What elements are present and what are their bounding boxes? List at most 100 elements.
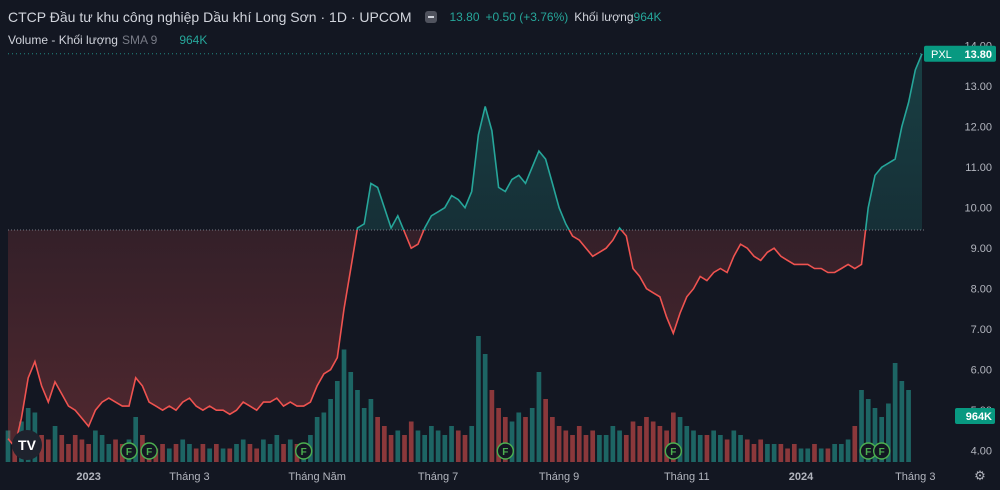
indicator-value: 964K: [179, 33, 208, 47]
volume-bar: [859, 390, 864, 462]
volume-bar: [361, 408, 367, 462]
volume-bar: [187, 444, 192, 462]
x-tick-label: Tháng Năm: [288, 471, 345, 483]
volume-bar: [375, 417, 380, 462]
volume-bar: [751, 444, 757, 462]
volume-bar: [845, 439, 851, 462]
event-marker: [872, 442, 891, 460]
volume-bar: [704, 435, 710, 462]
volume-bar: [52, 426, 58, 462]
volume-bar: [455, 430, 461, 462]
volume-bar: [39, 435, 44, 462]
volume-bar: [59, 435, 65, 462]
volume-bar: [818, 448, 824, 462]
volume-bar: [328, 399, 333, 462]
volume-bar: [415, 430, 421, 462]
volume-bar: [630, 421, 636, 462]
event-marker: [140, 442, 158, 460]
indicator-param: SMA 9: [121, 33, 158, 47]
volume-bar: [691, 430, 696, 462]
x-tick-label: Tháng 7: [418, 471, 458, 483]
y-tick-label: 8.00: [971, 284, 992, 296]
volume-bar: [368, 399, 374, 462]
indicator-legend[interactable]: Volume - Khối lượng SMA 9 964K: [8, 33, 207, 47]
volume-bar: [523, 417, 528, 462]
volume-bar: [408, 421, 414, 462]
volume-bar: [886, 403, 891, 462]
volume-bar: [93, 430, 98, 462]
event-marker: [664, 442, 683, 460]
volume-bar: [610, 426, 616, 462]
event-marker-label: F: [146, 447, 152, 458]
volume-bar: [214, 444, 219, 462]
collapse-legend-button[interactable]: [425, 11, 438, 23]
chart-legend: CTCP Đầu tư khu công nghiệp Dầu khí Long…: [8, 9, 662, 25]
volume-bar: [758, 439, 764, 462]
volume-bar: [281, 444, 286, 462]
volume-bar: [718, 435, 723, 462]
volume-bar: [180, 439, 186, 462]
event-marker: [496, 442, 515, 460]
volume-bar: [563, 430, 569, 462]
volume-bar: [72, 435, 78, 462]
volume-bar: [395, 430, 401, 462]
volume-bar: [321, 412, 327, 462]
volume-bar: [570, 435, 575, 462]
volume-bar: [650, 421, 656, 462]
volume-bar: [462, 435, 468, 462]
volume-bar: [617, 430, 622, 462]
volume-bar: [657, 426, 663, 462]
volume-bar: [516, 412, 522, 462]
volume-bar: [166, 448, 172, 462]
x-tick-label: 2024: [789, 471, 814, 483]
volume-bar: [509, 421, 515, 462]
ticker-label: PXL: [931, 49, 952, 61]
volume-bar: [865, 399, 871, 462]
volume-bar: [812, 444, 817, 462]
volume-bar: [583, 435, 589, 462]
tradingview-logo-icon[interactable]: TV: [12, 430, 42, 460]
volume-bar: [879, 417, 885, 462]
x-tick-label: Tháng 9: [539, 471, 579, 483]
volume-bar: [543, 399, 548, 462]
volume-bar: [771, 444, 777, 462]
volume-bar: [207, 448, 212, 462]
volume-bar: [496, 408, 501, 462]
volume-bar: [576, 426, 582, 462]
volume-bar: [502, 417, 508, 462]
volume-bar: [314, 417, 320, 462]
volume-bar: [872, 408, 878, 462]
price-line-below: [7, 229, 867, 449]
volume-bar: [677, 417, 683, 462]
legend-volume-value: 964K: [633, 10, 662, 24]
volume-bar: [422, 435, 428, 462]
volume-bar: [341, 349, 347, 462]
symbol-title[interactable]: CTCP Đầu tư khu công nghiệp Dầu khí Long…: [8, 9, 412, 25]
event-marker-label: F: [126, 447, 132, 458]
event-marker-label: F: [879, 447, 885, 458]
y-tick-label: 13.00: [964, 81, 992, 93]
volume-bar: [287, 439, 293, 462]
volume-bar: [825, 448, 831, 462]
volume-bar: [402, 435, 407, 462]
x-tick-label: 2023: [76, 471, 100, 483]
volume-bar: [267, 444, 273, 462]
volume-bar: [536, 372, 542, 462]
indicator-name: Volume - Khối lượng: [8, 33, 118, 47]
volume-bar: [227, 448, 233, 462]
volume-bar: [79, 439, 85, 462]
y-tick-label: 9.00: [971, 243, 992, 255]
volume-bar: [839, 444, 844, 462]
volume-bar: [556, 426, 562, 462]
last-price-label: 13.80: [964, 49, 992, 61]
settings-gear-icon[interactable]: ⚙: [974, 469, 986, 484]
volume-bar: [590, 430, 596, 462]
volume-bar: [86, 444, 91, 462]
last-price-tag: [924, 45, 996, 62]
y-tick-label: 4.00: [971, 446, 992, 458]
volume-bar: [113, 439, 118, 462]
volume-bar: [476, 336, 481, 462]
volume-bar: [334, 381, 340, 462]
volume-bar: [852, 426, 858, 462]
